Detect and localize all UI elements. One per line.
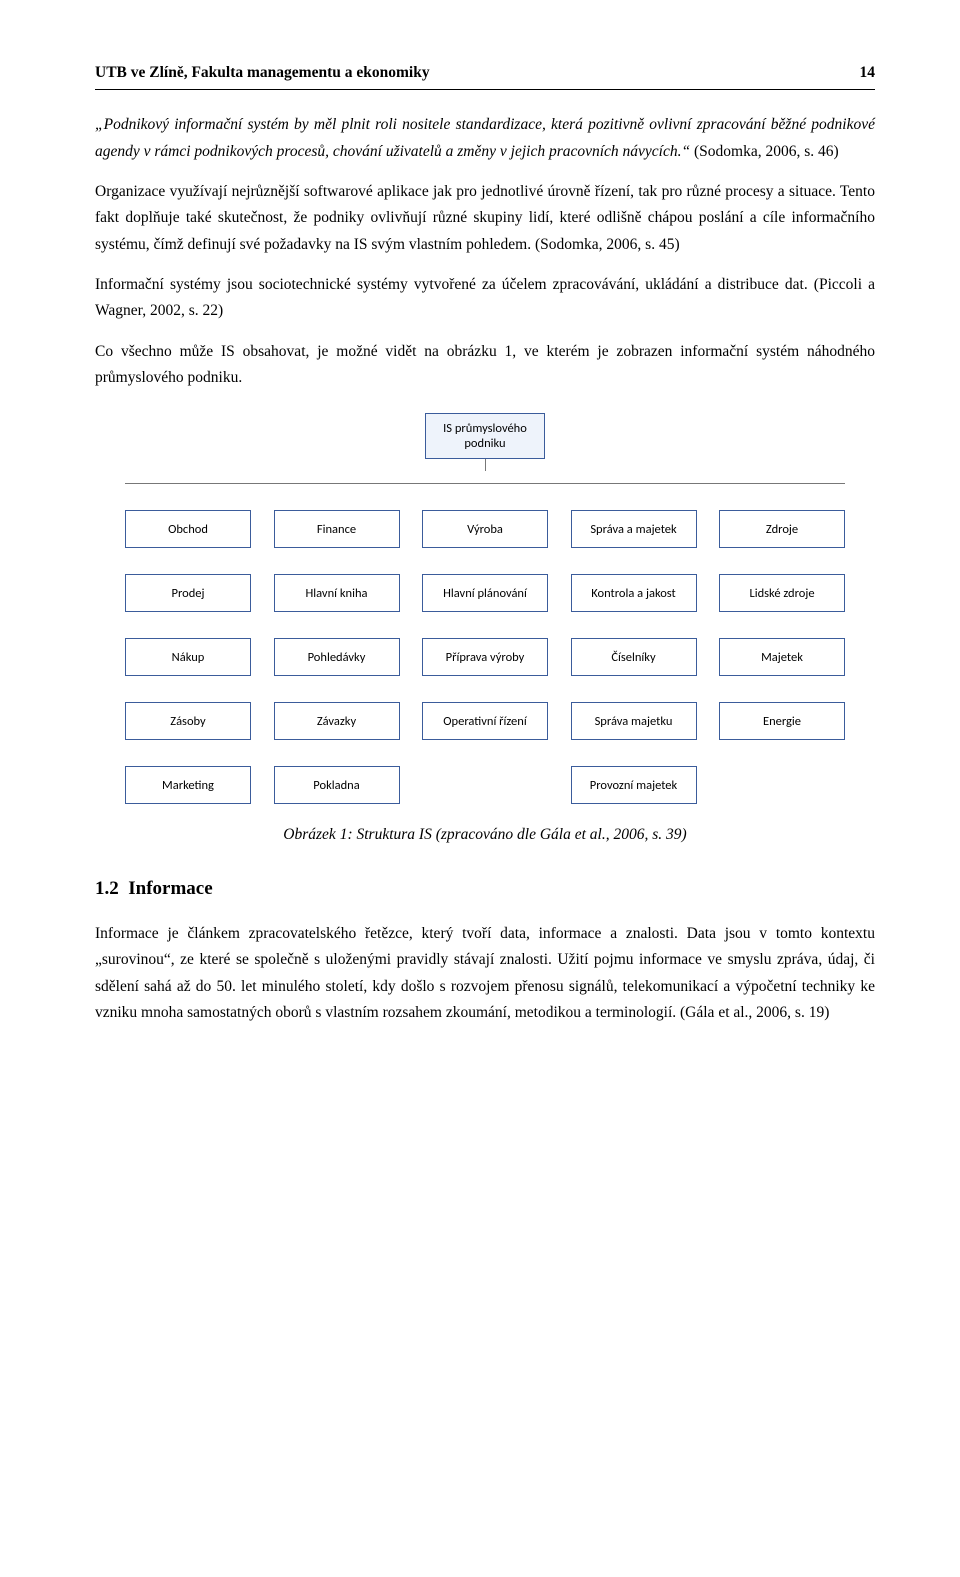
paragraph-2: Organizace využívají nejrůznější softwar…	[95, 179, 875, 258]
diagram-sub-node: Pokladna	[274, 766, 400, 804]
diagram-sub-row: Prodej Hlavní kniha Hlavní plánování Kon…	[125, 574, 845, 612]
diagram-main-node: Výroba	[422, 510, 548, 548]
diagram-sub-row: Zásoby Závazky Operativní řízení Správa …	[125, 702, 845, 740]
diagram-main-node: Obchod	[125, 510, 251, 548]
header-pagenum: 14	[860, 60, 876, 86]
is-structure-diagram: IS průmyslového podniku Obchod Finance V…	[125, 413, 845, 804]
diagram-main-node: Finance	[274, 510, 400, 548]
diagram-sub-node: Pohledávky	[274, 638, 400, 676]
paragraph-1: „Podnikový informační systém by měl plni…	[95, 112, 875, 165]
connector	[125, 483, 845, 484]
paragraph-4: Co všechno může IS obsahovat, je možné v…	[95, 339, 875, 392]
diagram-sub-node: Hlavní plánování	[422, 574, 548, 612]
diagram-sub-node: Operativní řízení	[422, 702, 548, 740]
paragraph-3: Informační systémy jsou sociotechnické s…	[95, 272, 875, 325]
diagram-sub-node: Zásoby	[125, 702, 251, 740]
diagram-root-node: IS průmyslového podniku	[425, 413, 545, 459]
diagram-main-node: Zdroje	[719, 510, 845, 548]
diagram-sub-node: Závazky	[274, 702, 400, 740]
figure-caption: Obrázek 1: Struktura IS (zpracováno dle …	[95, 822, 875, 848]
diagram-sub-node: Energie	[719, 702, 845, 740]
p1-citation: (Sodomka, 2006, s. 46)	[690, 143, 839, 160]
diagram-sub-node: Provozní majetek	[571, 766, 697, 804]
diagram-sub-node: Nákup	[125, 638, 251, 676]
diagram-sub-node: Kontrola a jakost	[571, 574, 697, 612]
diagram-sub-node: Prodej	[125, 574, 251, 612]
diagram-sub-node: Marketing	[125, 766, 251, 804]
diagram-sub-empty	[719, 766, 845, 804]
page-header: UTB ve Zlíně, Fakulta managementu a ekon…	[95, 60, 875, 90]
diagram-sub-row: Nákup Pohledávky Příprava výroby Číselní…	[125, 638, 845, 676]
section-title: Informace	[128, 878, 212, 899]
diagram-sub-node: Příprava výroby	[422, 638, 548, 676]
paragraph-5: Informace je článkem zpracovatelského ře…	[95, 921, 875, 1026]
diagram-sub-node: Lidské zdroje	[719, 574, 845, 612]
diagram-sub-node: Majetek	[719, 638, 845, 676]
diagram-sub-node: Hlavní kniha	[274, 574, 400, 612]
diagram-sub-row: Marketing Pokladna Provozní majetek	[125, 766, 845, 804]
diagram-main-node: Správa a majetek	[571, 510, 697, 548]
header-left: UTB ve Zlíně, Fakulta managementu a ekon…	[95, 60, 430, 86]
diagram-main-row: Obchod Finance Výroba Správa a majetek Z…	[125, 510, 845, 548]
section-number: 1.2	[95, 878, 119, 899]
diagram-sub-node: Číselníky	[571, 638, 697, 676]
section-heading: 1.2 Informace	[95, 873, 875, 905]
connector	[485, 459, 486, 471]
diagram-sub-node: Správa majetku	[571, 702, 697, 740]
diagram-sub-empty	[422, 766, 548, 804]
